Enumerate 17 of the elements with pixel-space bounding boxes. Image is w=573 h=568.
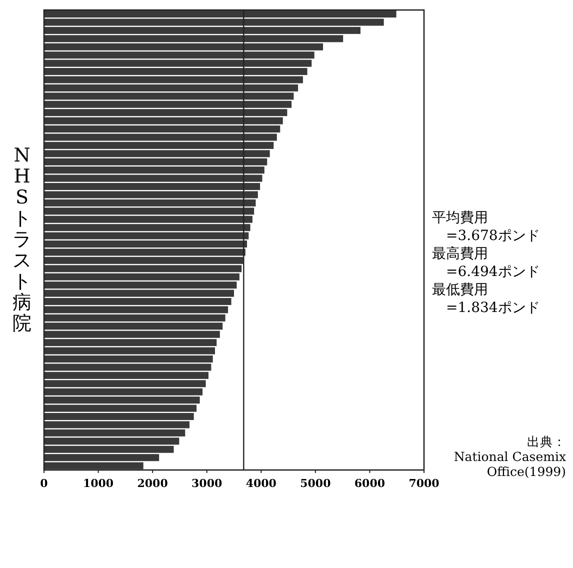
x-tick-label: 6000 — [354, 477, 386, 490]
x-tick-label: 3000 — [192, 477, 223, 490]
text: 最低費用 — [432, 282, 488, 298]
ylabel: NHSトラスト病院 — [12, 144, 32, 334]
x-tick-label: 0 — [40, 477, 48, 490]
x-tick-label: 4000 — [246, 477, 277, 490]
x-tick-label: 7000 — [408, 477, 440, 490]
x-tick-label: 5000 — [300, 477, 332, 490]
text: =1.834ポンド — [432, 300, 540, 316]
x-tick-label: 2000 — [137, 477, 168, 490]
x-tick-label: 1000 — [82, 477, 114, 490]
text: 平均費用 — [432, 210, 488, 226]
text: National Casemix Office(1999) — [454, 449, 566, 479]
text: =6.494ポンド — [432, 264, 540, 280]
source-note: 出典： — [527, 434, 566, 449]
text: =3.678ポンド — [432, 228, 540, 244]
text: 最高費用 — [432, 246, 488, 262]
